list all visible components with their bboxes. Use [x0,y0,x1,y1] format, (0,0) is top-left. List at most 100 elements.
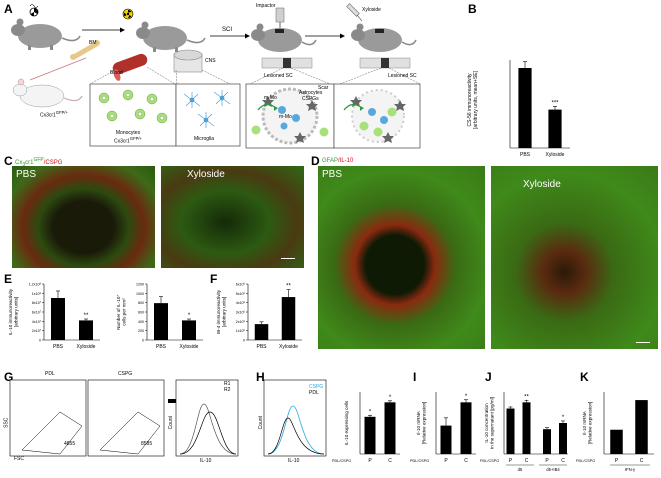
chart-k: P C Il-10 mRNA[Relative expression] PDL/CSP… [576,392,654,472]
chart-f: PBS Xyloside ** 6x10⁶ 5x10⁶ 4x10⁶ 3x10⁶ 2x10⁶ 1x… [216,283,302,350]
panel-b-ylabel: CS-56 immunoreactivity [arbitrary units, … [467,71,479,129]
blood-vessel-icon [112,53,148,81]
category-label: Xyloside [180,344,199,350]
tick-label: 6x10⁶ [236,283,246,287]
bar [522,402,531,454]
panel-c-title: Cx3cr1GFP/CSPG [15,157,63,168]
significance-marker: * [188,313,191,319]
significance-marker: * [465,394,468,400]
flow-count-label: Count [167,416,174,430]
microglia-label: Microglia [194,136,215,142]
bar [543,429,551,454]
cns-label: CNS [205,58,216,64]
panel-d-title: GFAP/IL-10 [322,158,354,164]
panel-c-label: C [4,154,13,168]
chart-j: P C ** P C * IL-10 concentrationin the superna… [480,392,568,472]
tick-label: 5x10⁶ [236,292,246,296]
microglia-box [175,83,241,147]
bar [548,109,562,148]
category-label: C [525,458,529,464]
impactor-icon [275,7,285,28]
x-row-label: PDL/CSPG [332,459,351,463]
gate-count-2: 8585 [141,441,153,447]
monocytes-label: Monocytes Cx3cr1GFP/+ [114,130,142,145]
bar [51,298,65,340]
micrograph-d-xyloside: Xyloside [491,166,658,349]
y-axis-label: IL-10 expressing cells [344,400,349,445]
panel-a-label: A [4,2,13,16]
bar [384,402,396,454]
micrograph-c-pbs-label: PBS [16,169,37,180]
category-label: PBS [256,344,267,350]
tick-label: 2x10⁶ [236,320,246,324]
tick-label: 1x10⁸ [32,292,42,296]
category-label: Xyloside [77,344,96,350]
panel-g-label: G [4,370,14,384]
micrograph-d-xyloside-label: Xyloside [523,179,561,190]
tick-label: 6x10⁷ [32,311,42,315]
scale-bar [281,258,295,259]
micrograph-d-pbs-label: PBS [322,169,343,180]
category-label: C [640,458,644,464]
y-axis-label: Number of IL-10⁺cells per mm² [116,294,127,330]
tick-label: 0 [39,339,41,343]
bar [440,425,452,454]
tick-label: 2x10⁷ [32,329,42,333]
spinal-cord-icon [261,57,411,69]
radiation-icon [122,8,134,20]
bm-label: BM [89,40,97,46]
astrocytes-label: Astrocytes [299,90,323,96]
tick-label: 0 [243,339,245,343]
flow-il10-label: IL-10 [200,458,212,464]
tick-label: 1.2x10⁸ [29,283,42,287]
micrograph-d-pbs: PBS [318,166,485,349]
category-label: C [561,458,565,464]
category-label: P [444,458,448,464]
tick-label: 1200 [136,283,144,287]
significance-marker: * [369,409,372,415]
group-label: IFN-γ [625,467,636,472]
flow-pdl-label: PDL [45,371,55,377]
bar [364,416,376,454]
tick-label: 600 [138,311,144,315]
group-label: d5 [518,467,523,472]
bar [154,303,168,340]
xyloside-label: Xyloside [362,7,381,13]
bar [506,408,515,454]
ssc-label: SSC [3,417,10,428]
sci-label: SCI [222,27,233,33]
lesioned-sc-label-2: Lesioned SC [388,73,417,79]
scar-label: Scar [318,85,329,91]
mouse-icon [351,23,417,52]
tick-label: 3x10⁶ [236,311,246,315]
chart-e: PBS Xyloside ** 1.2x10⁸ 1x10⁸ 8x10⁷ 6x10⁷ 4x10⁷… [8,283,203,350]
bar [79,320,93,340]
micrograph-c-xyloside: Xyloside [161,166,304,268]
chart-b: PBS Xyloside *** [509,60,570,158]
significance-marker: * [389,395,392,401]
chart-h: P * C * IL-10 expressing cells PDL/CSPG [332,392,400,464]
legend-cspg: CSPG [309,384,324,390]
mmo-label-1: m-Mo [264,95,277,101]
flow-cspg-label: CSPG [118,371,133,377]
panel-f-label: F [210,272,218,286]
tick-label: 0 [142,339,144,343]
micrograph-c-pbs: PBS [12,166,155,268]
y-axis-label: Il-10 mRNA[Relative expression] [582,402,593,445]
tick-label: 1000 [136,292,144,296]
panel-h-histogram [263,379,327,457]
x-row-label: PDL/CSPG [576,459,595,463]
category-label: P [368,458,372,464]
tick-label: 400 [138,320,144,324]
category-label: C [388,458,392,464]
mouse-icon [251,23,317,52]
legend-pdl: PDL [309,390,319,396]
panel-k-label: K [580,370,589,384]
chart-i: P C * Il-10 mRNA[Relative expression] PDL/CS… [410,392,476,464]
bone-icon [70,40,100,60]
tick-label: 1x10⁶ [236,329,246,333]
category-label: Xyloside [546,152,565,158]
gate-count-1: 4855 [64,441,76,447]
panel-g-flow [9,379,239,457]
bar [460,402,472,454]
